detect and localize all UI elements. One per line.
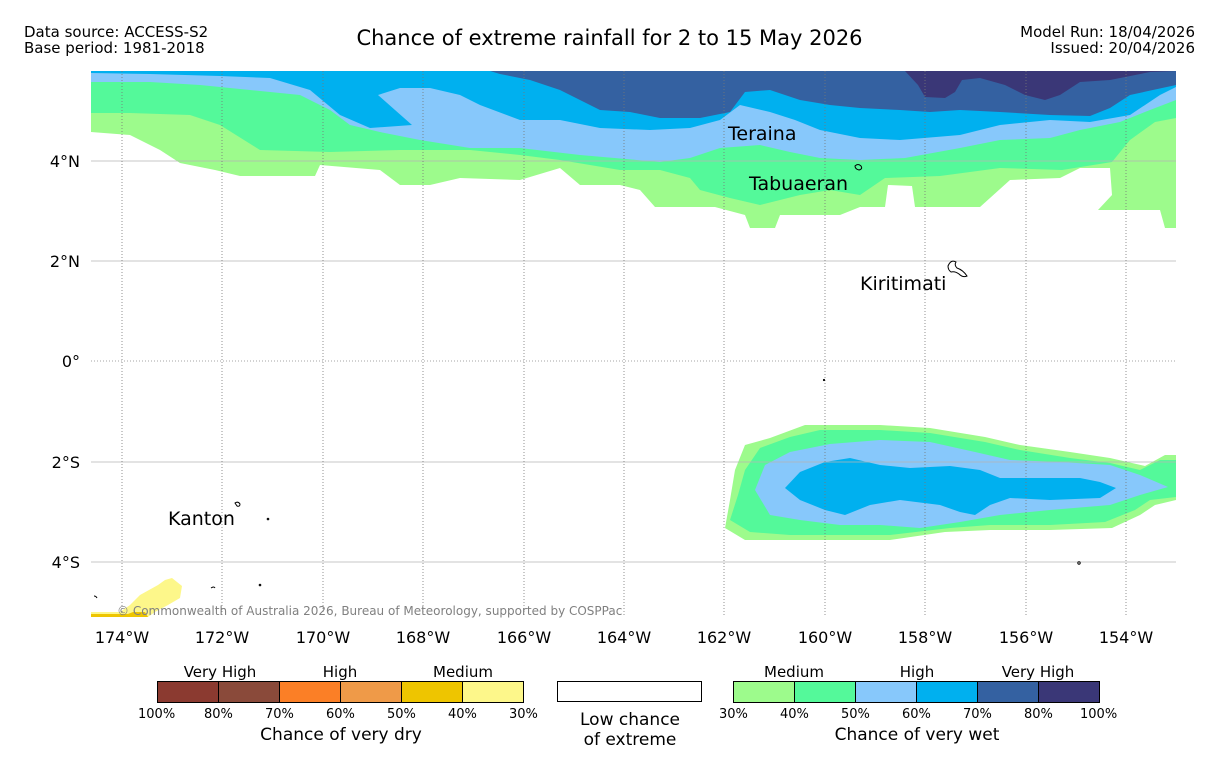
wet-swatch-5 <box>977 681 1039 703</box>
low-chance-line-1: Low chance <box>580 710 680 730</box>
islet-3 <box>1077 561 1081 565</box>
dry-40-50-patch <box>91 612 148 617</box>
wet-swatch-6 <box>1038 681 1100 703</box>
place-kanton: Kanton <box>168 508 235 530</box>
lon-label-174w: 174°W <box>95 628 150 647</box>
dry-tick-30: 30% <box>509 707 538 722</box>
lon-label-168w: 168°W <box>396 628 451 647</box>
dry-tick-50: 50% <box>387 707 416 722</box>
place-kiritimati: Kiritimati <box>860 273 946 295</box>
copyright-text: © Commonwealth of Australia 2026, Bureau… <box>117 604 622 618</box>
wet-colorbar <box>733 681 1100 703</box>
header-right: Model Run: 18/04/2026 Issued: 20/04/2026 <box>1020 24 1195 56</box>
dry-tick-40: 40% <box>448 707 477 722</box>
wet-60-70-south <box>785 458 1116 515</box>
dry-tick-100: 100% <box>138 707 176 722</box>
dry-caption: Chance of very dry <box>260 725 422 745</box>
dry-swatch-6 <box>462 681 524 703</box>
lon-label-170w: 170°W <box>296 628 351 647</box>
low-chance-swatch <box>557 681 702 702</box>
lon-label-162w: 162°W <box>697 628 752 647</box>
wet-tick-80: 80% <box>1024 707 1053 722</box>
island-outlines <box>93 164 1081 599</box>
map-title: Chance of extreme rainfall for 2 to 15 M… <box>356 26 863 50</box>
wet-80-100-north <box>905 71 1176 100</box>
wet-tick-30: 30% <box>719 707 748 722</box>
wet-tick-70: 70% <box>963 707 992 722</box>
islet-4 <box>210 586 216 589</box>
header-left: Data source: ACCESS-S2 Base period: 1981… <box>24 24 208 56</box>
place-tabuaeran: Tabuaeran <box>748 173 848 195</box>
lon-label-156w: 156°W <box>999 628 1054 647</box>
lat-axis-labels: 4°N 2°N 0° 2°S 4°S <box>50 152 80 572</box>
dry-category-medium: Medium <box>433 663 493 681</box>
lon-label-172w: 172°W <box>195 628 250 647</box>
base-period-text: Base period: 1981-2018 <box>24 39 205 57</box>
islet-6 <box>93 595 98 599</box>
islet-2 <box>822 378 826 382</box>
dry-swatch-1 <box>157 681 219 703</box>
wet-category-very-high: Very High <box>1001 663 1075 681</box>
lat-label-2s: 2°S <box>52 453 80 472</box>
rainfall-map: Teraina Tabuaeran Kiritimati Kanton © Co… <box>50 71 1176 647</box>
wet-swatch-3 <box>855 681 917 703</box>
islet-1 <box>266 517 270 521</box>
graticule <box>91 71 1176 617</box>
lon-label-166w: 166°W <box>497 628 552 647</box>
lon-axis-labels: 174°W 172°W 170°W 168°W 166°W 164°W 162°… <box>95 628 1154 647</box>
lon-label-160w: 160°W <box>798 628 853 647</box>
wet-category-medium: Medium <box>764 663 824 681</box>
wet-tick-50: 50% <box>841 707 870 722</box>
dry-swatch-5 <box>401 681 463 703</box>
wet-category-high: High <box>899 663 935 681</box>
wet-tick-60: 60% <box>902 707 931 722</box>
dry-tick-80: 80% <box>204 707 233 722</box>
dry-swatch-2 <box>218 681 280 703</box>
dry-tick-70: 70% <box>265 707 294 722</box>
lat-label-4n: 4°N <box>50 152 80 171</box>
islet-5 <box>258 583 262 587</box>
kanton-island <box>234 501 241 507</box>
dry-category-high: High <box>322 663 358 681</box>
wet-tick-40: 40% <box>780 707 809 722</box>
place-teraina: Teraina <box>727 123 797 145</box>
data-source-text: Data source: ACCESS-S2 <box>24 23 209 41</box>
issued-text: Issued: 20/04/2026 <box>1050 39 1195 57</box>
low-chance-caption: Low chance of extreme <box>545 710 715 750</box>
dry-colorbar <box>157 681 524 703</box>
lon-label-154w: 154°W <box>1099 628 1154 647</box>
lat-label-0: 0° <box>62 352 80 371</box>
lat-label-4s: 4°S <box>52 553 80 572</box>
low-chance-line-2: of extreme <box>583 730 677 750</box>
lon-label-158w: 158°W <box>898 628 953 647</box>
dry-tick-60: 60% <box>326 707 355 722</box>
wet-swatch-4 <box>916 681 978 703</box>
lon-label-164w: 164°W <box>597 628 652 647</box>
wet-swatch-2 <box>794 681 856 703</box>
dry-swatch-3 <box>279 681 341 703</box>
dry-category-very-high: Very High <box>183 663 257 681</box>
wet-tick-100: 100% <box>1080 707 1118 722</box>
model-run-text: Model Run: 18/04/2026 <box>1020 23 1195 41</box>
kiritimati-island <box>947 260 968 278</box>
wet-swatch-1 <box>733 681 795 703</box>
map-contours <box>91 71 1176 617</box>
wet-caption: Chance of very wet <box>834 725 1000 745</box>
lat-label-2n: 2°N <box>50 252 80 271</box>
tabuaeran-island <box>854 164 863 171</box>
dry-30-40-patch <box>91 578 182 617</box>
dry-swatch-4 <box>340 681 402 703</box>
